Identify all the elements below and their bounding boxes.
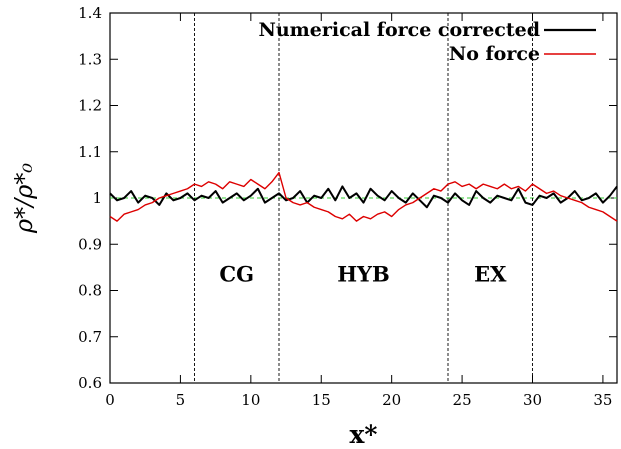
region-label-ex: EX xyxy=(474,261,507,286)
y-tick-label: 0.6 xyxy=(78,374,102,392)
y-tick-label: 1.2 xyxy=(78,97,102,115)
y-tick-label: 0.7 xyxy=(78,328,102,346)
x-tick-label: 0 xyxy=(105,391,115,409)
y-tick-label: 1.1 xyxy=(78,143,102,161)
region-label-hyb: HYB xyxy=(337,261,390,286)
y-tick-label: 0.9 xyxy=(78,235,102,253)
x-tick-label: 10 xyxy=(241,391,260,409)
y-axis-title: ρ*/ρ*₀ xyxy=(10,163,38,234)
y-tick-label: 1.3 xyxy=(78,50,102,68)
series-line-numerical-force-corrected xyxy=(109,185,618,209)
x-tick-label: 35 xyxy=(593,391,612,409)
y-tick-label: 1 xyxy=(92,189,102,207)
x-axis-title: x* xyxy=(350,420,378,449)
x-tick-label: 5 xyxy=(176,391,186,409)
region-label-cg: CG xyxy=(219,261,254,286)
y-tick-label: 0.8 xyxy=(78,282,102,300)
x-tick-label: 25 xyxy=(453,391,472,409)
x-tick-label: 15 xyxy=(312,391,331,409)
plot-area: 0.6 0.7 0.8 0.9 1 1.1 1.2 1.3 1.4 0 5 10 15 20 25 30 35 C… xyxy=(78,4,618,409)
series-line-no-force xyxy=(109,171,618,222)
legend-label-no-force: No force xyxy=(449,43,540,65)
x-tick-label: 20 xyxy=(382,391,401,409)
y-axis-title-text: ρ*/ρ*₀ xyxy=(10,163,38,234)
x-tick-label: 30 xyxy=(523,391,542,409)
x-axis-title-text: x* xyxy=(350,420,378,449)
legend-label-numerical-force-corrected: Numerical force corrected xyxy=(258,19,540,41)
y-tick-label: 1.4 xyxy=(78,4,102,22)
